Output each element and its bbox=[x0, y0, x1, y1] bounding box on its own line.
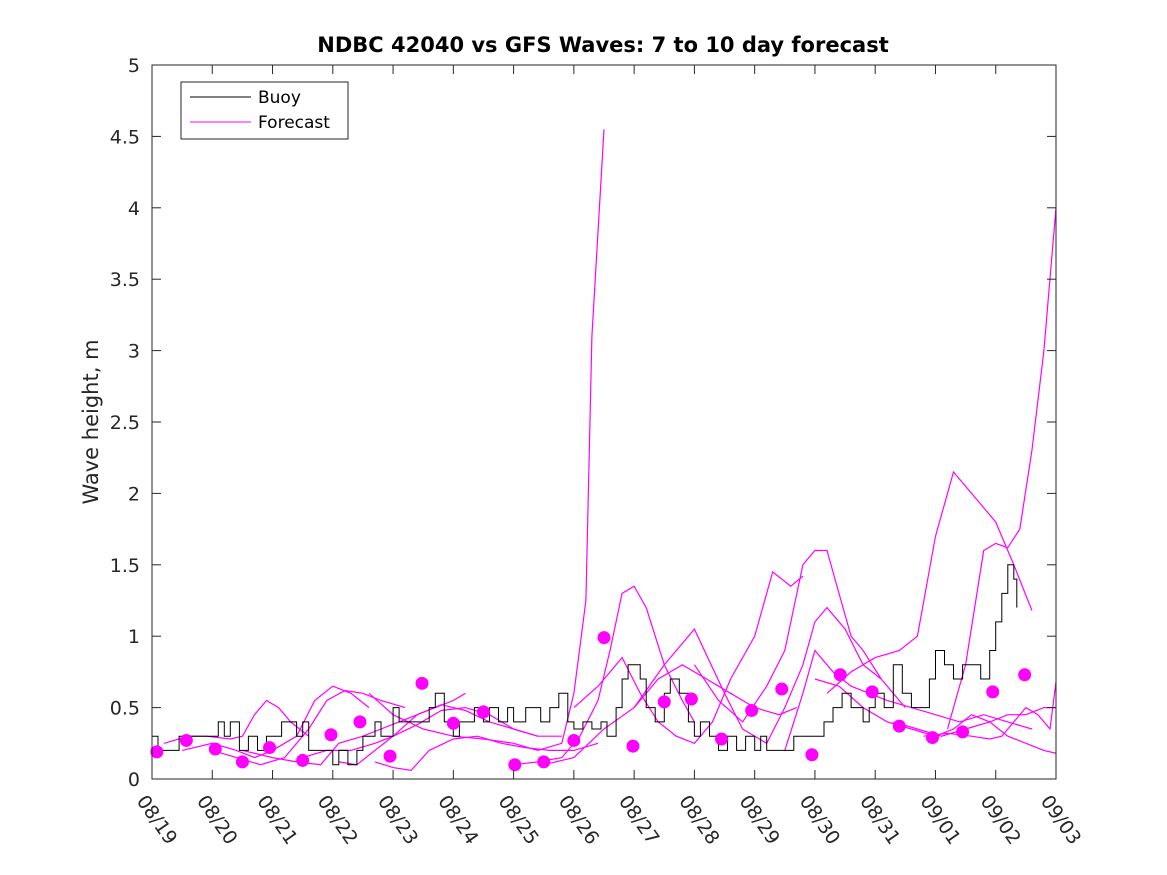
forecast-marker bbox=[537, 755, 551, 769]
y-tick-label: 1.5 bbox=[110, 555, 140, 577]
forecast-marker bbox=[715, 732, 729, 746]
buoy-line bbox=[152, 564, 1018, 766]
forecast-marker bbox=[657, 695, 671, 709]
forecast-line bbox=[374, 735, 599, 772]
legend-forecast-label: Forecast bbox=[258, 113, 330, 133]
y-tick-label: 3.5 bbox=[110, 269, 140, 291]
forecast-marker bbox=[865, 685, 879, 699]
forecast-marker bbox=[150, 745, 164, 759]
forecast-marker bbox=[986, 685, 1000, 699]
y-tick-label: 3 bbox=[128, 341, 140, 363]
forecast-markers-group bbox=[150, 631, 1032, 772]
forecast-marker bbox=[775, 682, 789, 696]
y-tick-label: 2.5 bbox=[110, 412, 140, 434]
forecast-line bbox=[513, 585, 695, 766]
y-tick-label: 2 bbox=[128, 483, 140, 505]
forecast-line bbox=[826, 470, 1033, 694]
forecast-marker bbox=[296, 753, 310, 767]
forecast-marker bbox=[892, 719, 906, 733]
forecast-marker bbox=[567, 733, 581, 747]
forecast-marker bbox=[508, 758, 522, 772]
forecast-series-group bbox=[163, 129, 1056, 772]
forecast-line bbox=[693, 549, 906, 723]
forecast-marker bbox=[179, 733, 193, 747]
forecast-line bbox=[784, 649, 1033, 751]
forecast-marker bbox=[597, 631, 611, 645]
y-tick-label: 5 bbox=[128, 55, 140, 77]
y-tick-label: 0 bbox=[128, 769, 140, 791]
forecast-marker bbox=[805, 748, 819, 762]
y-axis: 0 0.5 1 1.5 2 2.5 3 3.5 4 4.5 5 bbox=[110, 55, 1056, 791]
forecast-marker bbox=[383, 749, 397, 763]
y-axis-label: Wave height, m bbox=[79, 339, 103, 504]
forecast-line bbox=[573, 570, 804, 745]
forecast-marker bbox=[446, 716, 460, 730]
forecast-line bbox=[893, 706, 1056, 737]
forecast-line bbox=[946, 207, 1056, 730]
y-tick-label: 4.5 bbox=[110, 126, 140, 148]
forecast-marker bbox=[263, 741, 277, 755]
legend: Buoy Forecast bbox=[180, 81, 349, 140]
forecast-marker bbox=[833, 668, 847, 682]
forecast-marker bbox=[925, 731, 939, 745]
buoy-series-group bbox=[152, 564, 1018, 766]
y-tick-label: 0.5 bbox=[110, 698, 140, 720]
forecast-marker bbox=[235, 755, 249, 769]
forecast-marker bbox=[1018, 668, 1032, 682]
chart-title: NDBC 42040 vs GFS Waves: 7 to 10 day for… bbox=[317, 33, 888, 57]
forecast-marker bbox=[208, 742, 222, 756]
forecast-marker bbox=[476, 705, 490, 719]
forecast-marker bbox=[324, 728, 338, 742]
forecast-marker bbox=[684, 692, 698, 706]
legend-buoy-label: Buoy bbox=[258, 88, 301, 108]
forecast-marker bbox=[745, 703, 759, 717]
y-tick-label: 1 bbox=[128, 626, 140, 648]
forecast-marker bbox=[626, 739, 640, 753]
forecast-marker bbox=[353, 715, 367, 729]
forecast-line bbox=[543, 664, 798, 766]
y-tick-label: 4 bbox=[128, 198, 140, 220]
legend-box bbox=[180, 81, 349, 140]
forecast-line bbox=[181, 685, 370, 759]
forecast-line bbox=[338, 704, 562, 766]
forecast-line bbox=[368, 129, 605, 752]
forecast-line bbox=[633, 606, 882, 745]
forecast-marker bbox=[415, 676, 429, 690]
forecast-marker bbox=[956, 725, 970, 739]
